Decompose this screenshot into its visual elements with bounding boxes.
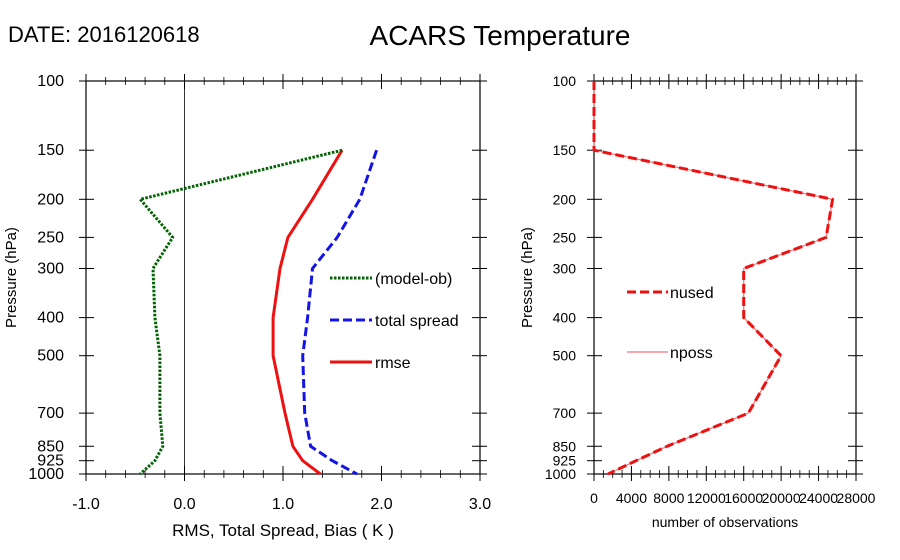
- plot-frame-2: [593, 80, 857, 475]
- y-tick-label: 1000: [545, 466, 576, 482]
- x-tick-label: 0: [590, 490, 598, 506]
- y-tick-label: 150: [553, 142, 577, 158]
- x-tick-label: 0.0: [173, 496, 195, 513]
- y-tick-label: 500: [37, 348, 64, 365]
- x-tick-label: 28000: [837, 490, 876, 506]
- y-tick-label: 300: [37, 261, 64, 278]
- legend-label: rmse: [375, 355, 411, 372]
- series-line-nposs: [593, 81, 834, 475]
- y-tick-label: 850: [37, 438, 64, 455]
- y-tick-label: 200: [37, 191, 64, 208]
- series-line-rmse: [271, 149, 344, 476]
- y-tick-label: 850: [553, 438, 577, 454]
- x-axis-label: number of observations: [652, 514, 798, 530]
- x-tick-label: 8000: [653, 490, 684, 506]
- y-tick-label: 400: [553, 310, 577, 326]
- y-tick-label: 300: [553, 261, 577, 277]
- x-tick-label: 4000: [616, 490, 647, 506]
- series-line-totalspread: [301, 149, 379, 476]
- y-tick-label: 150: [37, 142, 64, 159]
- y-tick-label: 925: [553, 453, 577, 469]
- y-tick-label: 200: [553, 191, 577, 207]
- y-tick-label: 100: [553, 73, 577, 89]
- y-tick-label: 1000: [28, 466, 64, 483]
- series-line-nused: [592, 81, 835, 476]
- x-axis-label: RMS, Total Spread, Bias ( K ): [172, 521, 394, 540]
- y-axis-label: Pressure (hPa): [519, 227, 536, 328]
- date-label: DATE: 2016120618: [8, 22, 200, 47]
- legend-label: nused: [670, 285, 714, 302]
- y-tick-label: 100: [37, 73, 64, 90]
- legend-label: nposs: [670, 345, 713, 362]
- chart-title: ACARS Temperature: [369, 20, 631, 51]
- y-tick-label: 700: [37, 405, 64, 422]
- y-tick-label: 250: [553, 229, 577, 245]
- x-tick-label: 20000: [762, 490, 801, 506]
- y-tick-label: 700: [553, 405, 577, 421]
- y-tick-label: 925: [37, 453, 64, 470]
- legend-label: (model-ob): [375, 271, 452, 288]
- y-tick-label: 400: [37, 310, 64, 327]
- x-tick-label: 1.0: [272, 496, 294, 513]
- x-tick-label: 12000: [687, 490, 726, 506]
- y-axis-label: Pressure (hPa): [3, 227, 20, 328]
- legend-label: total spread: [375, 313, 459, 330]
- y-tick-label: 500: [553, 348, 577, 364]
- x-tick-label: 3.0: [469, 496, 491, 513]
- x-tick-label: -1.0: [72, 496, 100, 513]
- x-tick-label: 24000: [799, 490, 838, 506]
- series-line-modelob: [138, 148, 343, 476]
- x-tick-label: 2.0: [370, 496, 392, 513]
- x-tick-label: 16000: [724, 490, 763, 506]
- y-tick-label: 250: [37, 229, 64, 246]
